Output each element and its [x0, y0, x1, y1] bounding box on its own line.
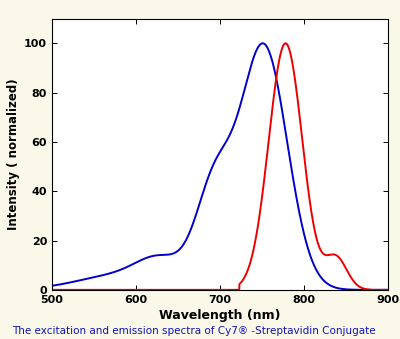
- X-axis label: Wavelength (nm): Wavelength (nm): [159, 309, 281, 322]
- Y-axis label: Intensity ( normalized): Intensity ( normalized): [7, 78, 20, 230]
- Text: The excitation and emission spectra of Cy7® -Streptavidin Conjugate: The excitation and emission spectra of C…: [12, 326, 376, 336]
